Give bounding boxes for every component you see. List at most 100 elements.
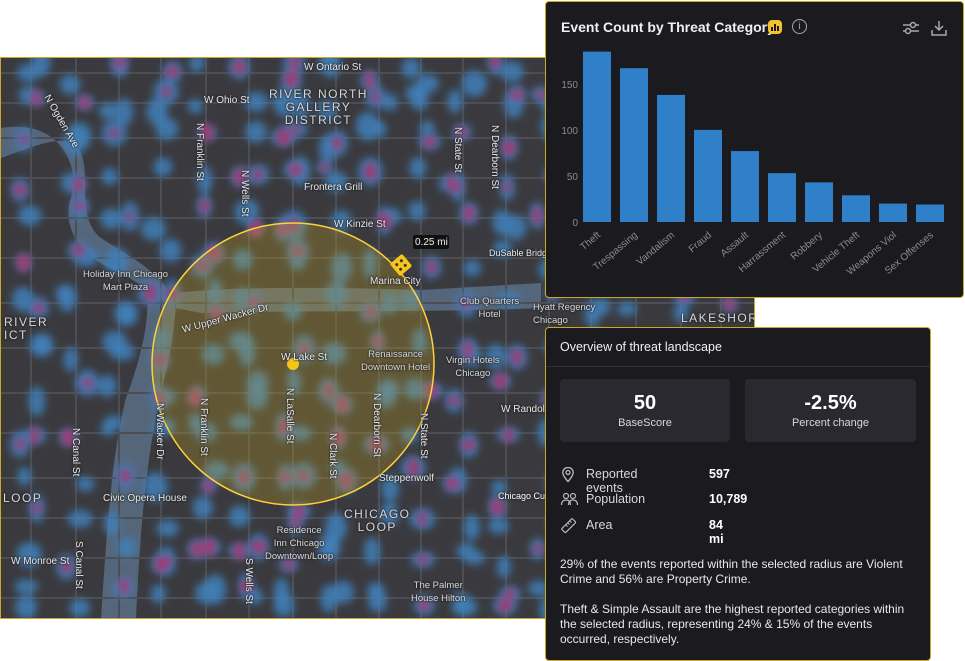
heat-hotspot — [30, 426, 39, 445]
heat-spot — [321, 341, 347, 365]
bar-theft[interactable] — [583, 51, 611, 223]
map-label: N Franklin St — [194, 123, 205, 181]
heat-spot — [76, 476, 95, 492]
bar-fraud[interactable] — [694, 129, 722, 222]
heat-hotspot — [195, 261, 210, 271]
sliders-icon[interactable] — [902, 20, 920, 41]
heat-spot — [447, 89, 463, 114]
heat-hotspot — [461, 439, 476, 451]
bar-harrassment[interactable] — [768, 173, 796, 222]
heat-spot — [287, 369, 302, 396]
heat-spot — [63, 346, 78, 372]
heat-spot — [372, 121, 387, 138]
heat-spot — [17, 467, 32, 486]
heat-hotspot — [423, 135, 436, 148]
heat-spot — [283, 301, 303, 321]
heat-spot — [232, 249, 253, 271]
bar-sex-offenses[interactable] — [916, 204, 944, 223]
basescore-card: 50 BaseScore — [560, 379, 730, 442]
heat-spot — [63, 127, 87, 156]
heat-hotspot — [490, 498, 504, 516]
neighborhood-label: LOOP — [3, 491, 43, 505]
bar-robbery[interactable] — [805, 182, 833, 222]
heat-hotspot — [447, 396, 461, 406]
heat-hotspot — [456, 127, 468, 138]
heat-hotspot — [279, 472, 292, 483]
heat-spot — [382, 293, 398, 315]
place-label: Marina City — [370, 276, 421, 287]
heat-hotspot — [532, 544, 544, 553]
heat-spot — [14, 595, 37, 618]
summary-paragraph-2: Theft & Simple Assault are the highest r… — [560, 602, 905, 646]
heat-hotspot — [161, 86, 171, 98]
heat-hotspot — [300, 342, 309, 355]
bar-assault[interactable] — [731, 151, 759, 222]
heat-spot — [324, 171, 348, 192]
heat-hotspot — [33, 302, 44, 314]
heat-hotspot — [532, 206, 542, 225]
heat-spot — [17, 64, 39, 82]
heat-spot — [381, 474, 399, 503]
heat-hotspot — [120, 468, 131, 484]
place-label: Club Quarters Hotel — [460, 296, 520, 320]
heat-spot — [367, 589, 388, 613]
bar-vehicle-theft[interactable] — [842, 195, 870, 222]
heat-hotspot — [108, 129, 120, 138]
map-label: N LaSalle St — [284, 388, 295, 444]
heat-hotspot — [78, 96, 91, 109]
row-value: 84 mi — [709, 518, 724, 546]
heat-hotspot — [289, 217, 299, 233]
basescore-value: 50 — [633, 392, 657, 414]
map-label: N Franklin St — [198, 398, 209, 456]
bar-trespassing[interactable] — [620, 68, 648, 223]
heat-spot — [456, 542, 476, 560]
neighborhood-label: LAKESHOR — [681, 311, 755, 325]
basescore-label: BaseScore — [618, 417, 672, 429]
map-label: W Randolph St — [501, 404, 569, 415]
bar-weapons-viol[interactable] — [879, 203, 907, 222]
heat-hotspot — [297, 471, 310, 481]
heat-spot — [377, 378, 400, 399]
heat-hotspot — [74, 201, 86, 211]
heat-spot — [286, 425, 312, 441]
map-label: W Lake St — [281, 352, 328, 363]
heat-hotspot — [418, 511, 427, 527]
bar-vandalism[interactable] — [657, 94, 685, 222]
y-tick-label: 50 — [567, 172, 579, 183]
heat-spot — [499, 61, 524, 82]
heat-spot — [363, 537, 381, 566]
heat-spot — [201, 343, 225, 365]
summary-paragraph-1: 29% of the events reported within the se… — [560, 557, 903, 586]
heat-hotspot — [15, 438, 25, 451]
heat-spot — [97, 375, 117, 397]
place-label: Renaissance Downtown Hotel — [361, 349, 431, 373]
heat-spot — [119, 302, 137, 326]
heat-spot — [189, 58, 205, 73]
map-label: W Ontario St — [304, 62, 362, 73]
heat-hotspot — [189, 388, 201, 407]
heat-hotspot — [290, 124, 300, 135]
heat-hotspot — [324, 382, 333, 399]
heat-spot — [99, 102, 117, 120]
download-icon[interactable] — [930, 19, 948, 42]
heat-spot — [228, 505, 251, 527]
people-icon — [560, 491, 579, 511]
heat-spot — [317, 99, 338, 122]
heat-hotspot — [371, 91, 381, 103]
heat-spot — [320, 584, 338, 613]
percent-change-value: -2.5% — [804, 392, 857, 414]
chart-title: Event Count by Threat Category — [561, 19, 775, 35]
heat-hotspot — [248, 296, 260, 307]
percent-change-card: -2.5% Percent change — [745, 379, 916, 442]
heat-spot — [155, 117, 179, 141]
heat-spot — [405, 84, 427, 103]
overview-header — [546, 328, 930, 367]
heat-spot — [229, 413, 254, 431]
heat-spot — [159, 238, 182, 263]
overview-panel: Overview of threat landscape 50 BaseScor… — [545, 327, 931, 661]
heat-hotspot — [238, 470, 249, 484]
heat-spot — [14, 579, 39, 594]
heat-spot — [584, 300, 601, 327]
info-icon[interactable]: i — [792, 19, 807, 34]
